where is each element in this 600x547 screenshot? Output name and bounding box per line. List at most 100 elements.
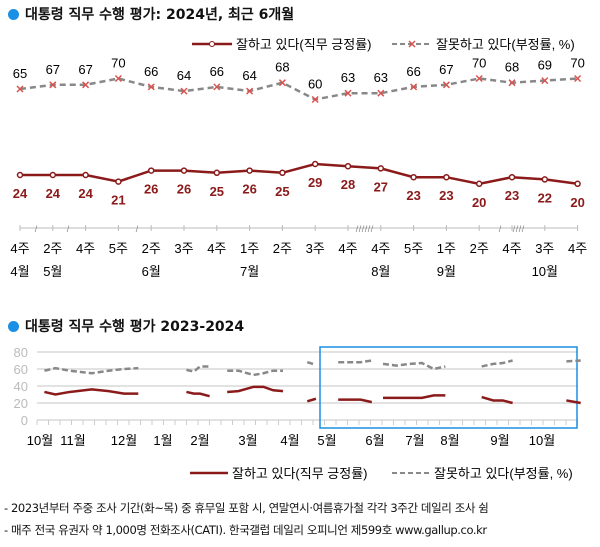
disapprove-segment: [186, 365, 210, 373]
x-marker: [574, 74, 582, 83]
y-tick-label: 60: [14, 362, 28, 377]
approve-data-label: 27: [374, 179, 388, 194]
week-label: 2주: [470, 241, 489, 256]
month-label: 6월: [365, 433, 384, 448]
month-label: 10월: [529, 433, 555, 448]
axis-break-mark: /: [519, 224, 522, 234]
axis-break-mark: /: [516, 224, 519, 234]
disapprove-data-label: 64: [242, 68, 256, 83]
approve-point: [16, 171, 24, 179]
disapprove-data-label: 68: [505, 60, 519, 75]
week-label: 1주: [240, 241, 259, 256]
approve-point: [213, 169, 221, 177]
approve-point: [279, 169, 286, 177]
month-label: 4월: [280, 433, 299, 448]
month-label: 9월: [490, 433, 509, 448]
x-marker: [442, 81, 450, 89]
week-label: 4주: [502, 241, 521, 256]
axis-break-mark: /: [365, 224, 368, 234]
approve-data-label: 25: [210, 184, 224, 199]
disapprove-data-label: 66: [144, 64, 158, 79]
month-label: 10월: [27, 433, 53, 448]
axis-break-mark: /: [513, 224, 516, 234]
month-label: 11월: [60, 433, 85, 448]
week-label: 4주: [338, 241, 357, 256]
approve-data-label: 28: [341, 177, 355, 192]
legend-disapprove-label: 잘못하고 있다(부정률, %): [436, 37, 575, 52]
disapprove-data-label: 67: [439, 62, 453, 77]
approve-segment: [306, 397, 317, 403]
approve-point: [475, 180, 483, 188]
approve-segment: [566, 399, 581, 405]
x-marker: [180, 87, 188, 95]
x-marker: [377, 89, 385, 97]
month-label: 8월: [371, 264, 390, 279]
x-marker: [541, 77, 549, 85]
approve-point: [508, 173, 516, 181]
approve-point: [541, 176, 549, 183]
approve-data-label: 26: [177, 182, 191, 197]
approve-data-label: 23: [505, 188, 519, 203]
month-label: 12월: [111, 433, 137, 448]
approve-data-label: 21: [111, 193, 125, 208]
month-label: 6월: [142, 264, 161, 279]
approve-data-label: 26: [242, 182, 256, 197]
week-label: 4주: [10, 241, 29, 256]
week-label: 2주: [142, 241, 161, 256]
month-label: 2월: [190, 433, 209, 448]
approve-segment: [481, 395, 513, 405]
approve-point: [311, 160, 319, 168]
disapprove-data-label: 70: [111, 56, 125, 71]
disapprove-data-label: 66: [406, 64, 420, 79]
x-marker: [16, 85, 24, 93]
y-tick-label: 20: [14, 396, 28, 411]
approve-point: [147, 167, 155, 174]
week-label: 2주: [43, 241, 62, 256]
disapprove-segment: [227, 369, 283, 377]
disapprove-data-label: 70: [472, 56, 486, 71]
legend-disapprove-label: 잘못하고 있다(부정률, %): [434, 466, 573, 481]
note-1: - 2023년부터 주중 조사 기간(화~목) 중 휴무일 포함 시, 연말연시…: [4, 501, 489, 515]
week-label: 5주: [404, 241, 423, 256]
week-label: 3주: [174, 241, 193, 256]
axis-break-mark: /: [136, 224, 139, 234]
approve-data-label: 24: [13, 186, 28, 201]
approve-point: [180, 167, 188, 174]
approve-segment: [186, 390, 210, 398]
approve-data-label: 29: [308, 175, 322, 190]
month-label: 9월: [437, 264, 456, 279]
disapprove-data-label: 63: [374, 70, 388, 85]
approve-segment: [227, 385, 284, 394]
axis-break-mark: /: [362, 224, 365, 234]
approve-point: [410, 173, 417, 181]
axis-break-mark: /: [35, 224, 38, 234]
approve-point: [82, 171, 89, 179]
month-label: 3월: [238, 433, 257, 448]
legend-approve-label: 잘하고 있다(직무 긍정률): [236, 37, 371, 52]
x-marker: [508, 79, 516, 87]
week-label: 4주: [568, 241, 587, 256]
disapprove-data-label: 67: [46, 62, 60, 77]
approve-point: [49, 171, 57, 179]
month-label: 7월: [240, 264, 259, 279]
disapprove-segment: [306, 361, 317, 366]
approve-point: [115, 178, 122, 185]
y-tick-label: 40: [14, 379, 28, 394]
week-label: 5주: [109, 241, 128, 256]
disapprove-data-label: 67: [78, 62, 92, 77]
approve-point: [377, 165, 385, 172]
x-marker: [114, 74, 122, 83]
disapprove-data-label: 69: [538, 58, 552, 73]
month-label: 5월: [43, 264, 62, 279]
approve-segment: [383, 394, 446, 400]
approve-line: [20, 162, 578, 186]
month-label: 10월: [532, 264, 558, 279]
legend-approve-label: 잘하고 있다(직무 긍정률): [232, 466, 367, 481]
approve-point: [246, 167, 253, 174]
x-marker: [311, 95, 319, 104]
legend-approve-marker: [209, 41, 215, 47]
disapprove-data-label: 70: [570, 56, 584, 71]
approve-data-label: 20: [570, 195, 584, 210]
highlight-box: [319, 346, 578, 429]
approve-data-label: 20: [472, 195, 486, 210]
